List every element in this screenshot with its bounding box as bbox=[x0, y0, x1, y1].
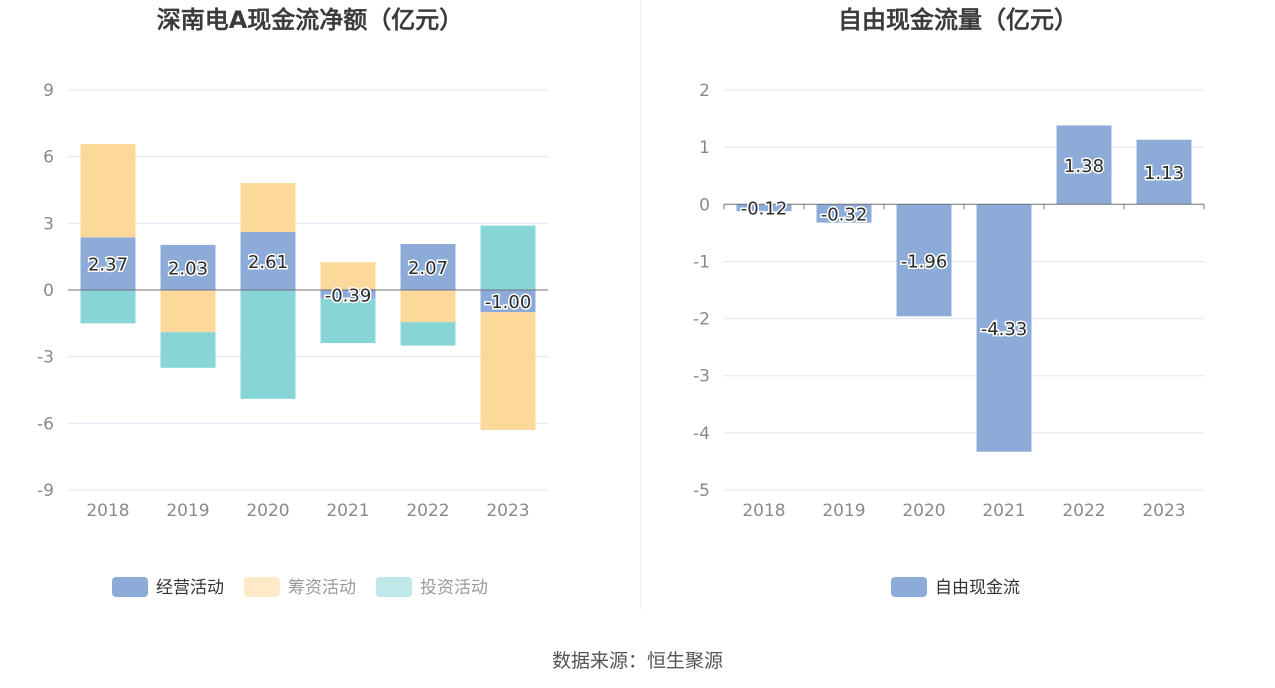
x-tick-label: 2022 bbox=[406, 501, 449, 521]
x-tick-label: 2020 bbox=[902, 501, 945, 521]
bar bbox=[400, 322, 456, 346]
bar bbox=[816, 204, 872, 223]
y-tick-label: -6 bbox=[37, 414, 54, 434]
bar bbox=[80, 144, 136, 238]
bar bbox=[736, 204, 792, 212]
data-label: 2.37 bbox=[88, 255, 128, 276]
bar bbox=[400, 244, 456, 290]
legend-swatch bbox=[244, 577, 280, 597]
bar bbox=[320, 290, 376, 299]
y-tick-label: 3 bbox=[43, 214, 54, 234]
legend-swatch bbox=[112, 577, 148, 597]
y-tick-label: 2 bbox=[699, 81, 710, 101]
x-tick-label: 2023 bbox=[1142, 501, 1185, 521]
bar bbox=[896, 204, 952, 317]
y-tick-label: -2 bbox=[693, 310, 710, 330]
y-tick-label: 6 bbox=[43, 148, 54, 168]
legend-label: 投资活动 bbox=[420, 578, 488, 598]
bar bbox=[160, 244, 216, 290]
bar bbox=[480, 312, 536, 430]
y-tick-label: -4 bbox=[693, 424, 710, 444]
bar bbox=[320, 298, 376, 344]
legend-swatch bbox=[376, 577, 412, 597]
legend-swatch bbox=[891, 577, 927, 597]
data-source: 数据来源：恒生聚源 bbox=[551, 650, 723, 672]
legend-label: 经营活动 bbox=[156, 578, 224, 598]
bar bbox=[240, 290, 296, 399]
x-tick-label: 2023 bbox=[486, 501, 529, 521]
x-tick-label: 2018 bbox=[742, 501, 785, 521]
bar bbox=[480, 225, 536, 290]
free-cash-flow-chart: -5 -4 -3 -2 -1 0 1 2 2018 2019 2020 2021 2022 2023 -0.… bbox=[693, 81, 1205, 598]
legend-label: 自由现金流 bbox=[935, 578, 1020, 598]
data-label: -0.39 bbox=[325, 285, 372, 306]
data-label: -0.12 bbox=[741, 199, 788, 220]
bar bbox=[80, 237, 136, 290]
data-label: 2.03 bbox=[168, 258, 208, 279]
x-tick-label: 2019 bbox=[166, 501, 209, 521]
data-label: -4.33 bbox=[981, 319, 1028, 340]
x-tick-label: 2018 bbox=[86, 501, 129, 521]
y-tick-label: -1 bbox=[693, 252, 710, 272]
bar bbox=[480, 290, 536, 313]
legend-label: 筹资活动 bbox=[288, 578, 356, 598]
data-label: 1.13 bbox=[1144, 163, 1184, 184]
bar bbox=[1136, 139, 1192, 205]
cash-flow-chart-panel: 深南电A现金流净额（亿元） -9 -6 -3 0 3 6 9 2018 2019 2020 2021… bbox=[0, 0, 640, 610]
chart-title: 深南电A现金流净额（亿元） bbox=[156, 6, 464, 34]
data-label: 2.07 bbox=[408, 258, 448, 279]
y-tick-label: 1 bbox=[699, 138, 710, 158]
y-tick-label: -3 bbox=[37, 348, 54, 368]
data-label: -1.96 bbox=[901, 251, 948, 272]
bar bbox=[160, 332, 216, 368]
y-tick-label: 9 bbox=[43, 81, 54, 101]
x-tick-label: 2021 bbox=[326, 501, 369, 521]
y-tick-label: 0 bbox=[43, 281, 54, 301]
y-tick-label: -9 bbox=[37, 481, 54, 501]
y-tick-label: 0 bbox=[699, 195, 710, 215]
x-tick-label: 2020 bbox=[246, 501, 289, 521]
bar bbox=[400, 290, 456, 323]
bar bbox=[976, 204, 1032, 452]
data-label: -1.00 bbox=[485, 292, 532, 313]
cash-flow-chart: -9 -6 -3 0 3 6 9 2018 2019 2020 2021 2022 2023 2.37 2.… bbox=[37, 81, 548, 598]
data-label: -0.32 bbox=[821, 204, 868, 225]
x-tick-label: 2022 bbox=[1062, 501, 1105, 521]
bar bbox=[160, 290, 216, 333]
data-label: 1.38 bbox=[1064, 156, 1104, 177]
bar bbox=[320, 262, 376, 290]
data-label: 2.61 bbox=[248, 252, 288, 273]
bar bbox=[1056, 125, 1112, 205]
y-tick-label: -3 bbox=[693, 367, 710, 387]
chart-title: 自由现金流量（亿元） bbox=[838, 6, 1078, 34]
x-tick-label: 2021 bbox=[982, 501, 1025, 521]
y-tick-label: -5 bbox=[693, 481, 710, 501]
free-cash-flow-chart-panel: 自由现金流量（亿元） -5 -4 -3 -2 -1 0 1 2 2018 2019 2020 2021… bbox=[641, 0, 1275, 610]
panel-divider bbox=[640, 0, 641, 610]
bar bbox=[80, 290, 136, 324]
x-tick-label: 2019 bbox=[822, 501, 865, 521]
bar bbox=[240, 183, 296, 232]
bar bbox=[240, 232, 296, 290]
